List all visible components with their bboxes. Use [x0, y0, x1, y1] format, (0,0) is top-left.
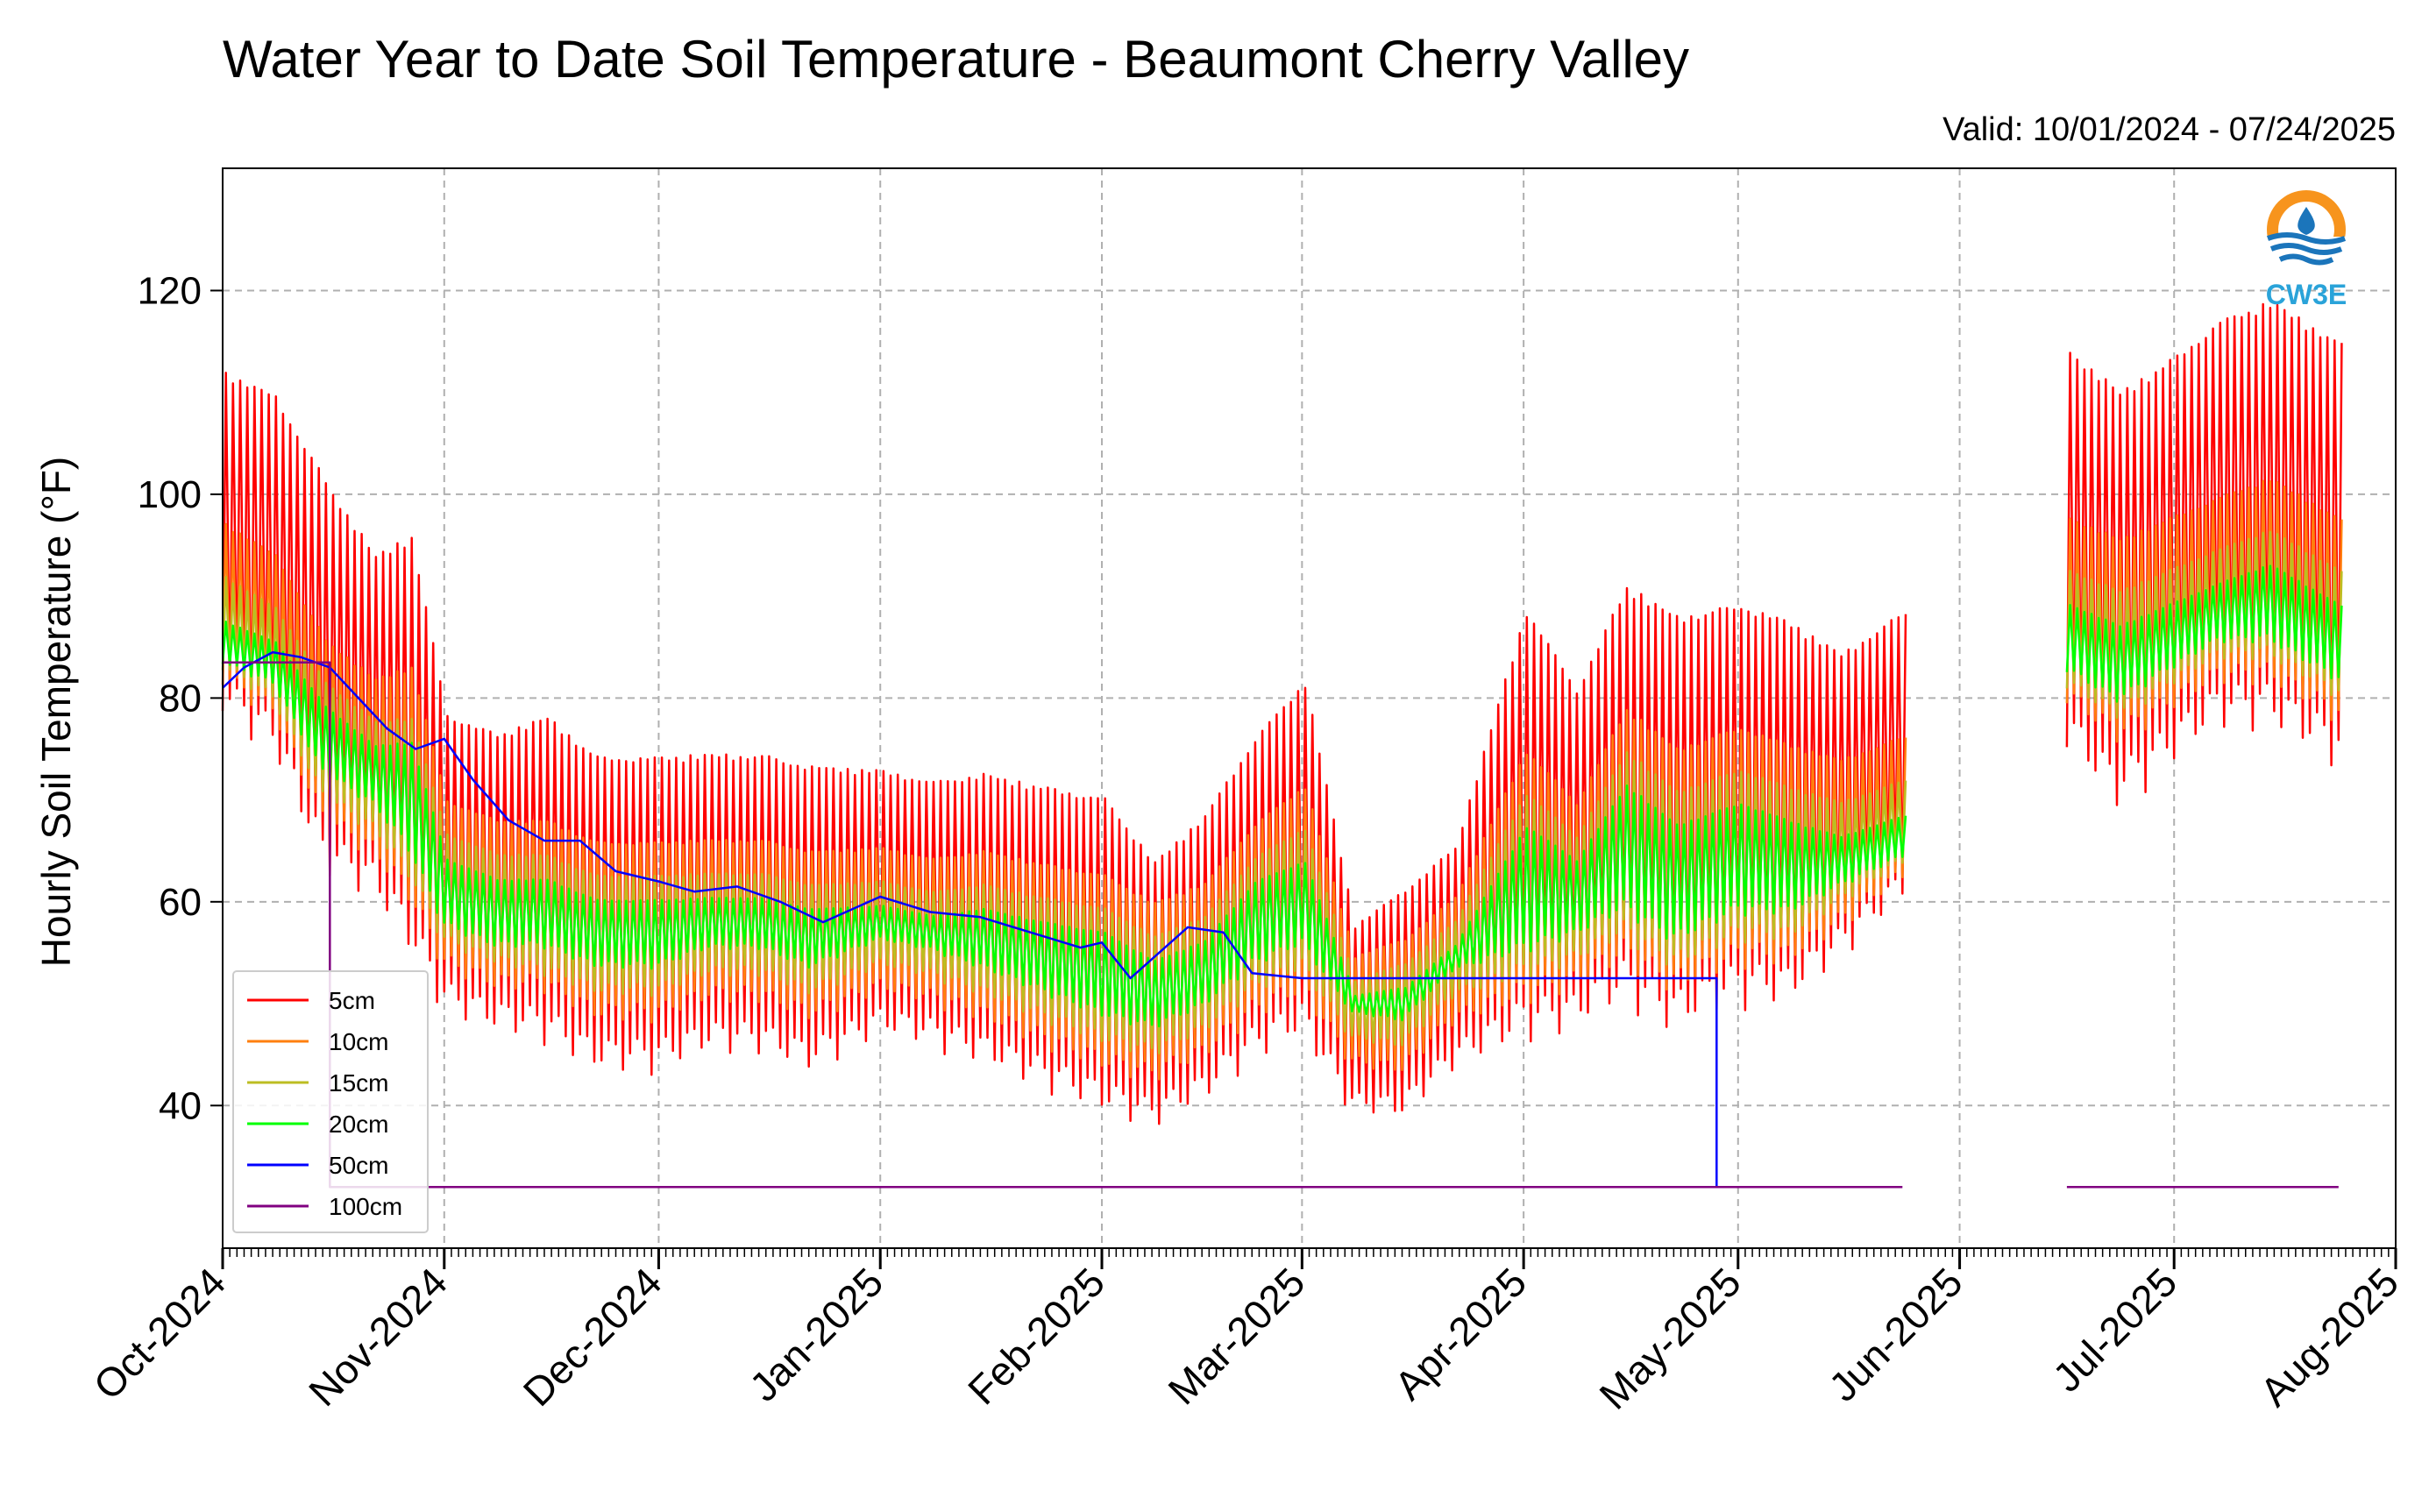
legend-box — [232, 970, 429, 1233]
series-line-100cm — [223, 661, 1903, 1189]
chart-title: Water Year to Date Soil Temperature - Be… — [223, 30, 1689, 89]
series-100cm — [223, 661, 2339, 1189]
legend-label: 100cm — [329, 1193, 402, 1220]
legend-label: 50cm — [329, 1152, 388, 1179]
cw3e-logo: CW3E — [2264, 190, 2348, 310]
legend-label: 5cm — [329, 987, 375, 1014]
y-tick-label: 120 — [138, 269, 202, 312]
x-tick-label: Jun-2025 — [1820, 1259, 1971, 1409]
logo-text: CW3E — [2266, 279, 2347, 310]
axes — [210, 167, 2397, 1269]
series-5cm — [221, 302, 2343, 1125]
x-tick-label: Jul-2025 — [2044, 1259, 2186, 1401]
y-tick-label: 80 — [159, 677, 202, 720]
plot-frame — [222, 167, 2397, 1249]
y-tick-label: 60 — [159, 881, 202, 924]
x-tick-label: Jan-2025 — [741, 1259, 891, 1409]
x-tick-label: Feb-2025 — [959, 1259, 1113, 1413]
x-tick-label: Aug-2025 — [2251, 1259, 2407, 1415]
y-tick-label: 100 — [138, 473, 202, 516]
series-line-20cm — [221, 621, 1907, 1028]
x-tick-label: May-2025 — [1590, 1259, 1749, 1417]
legend: 5cm 10cm 15cm 20cm 50cm 100cm — [232, 970, 429, 1233]
x-tick-label: Dec-2024 — [515, 1259, 671, 1415]
logo-wave-3 — [2278, 253, 2334, 266]
x-tick-label: Apr-2025 — [1386, 1259, 1536, 1409]
logo-wave-2 — [2269, 243, 2343, 255]
logo-wave-1 — [2266, 232, 2347, 245]
plot-area — [221, 302, 2343, 1189]
y-axis-label: Hourly Soil Temperature (°F) — [33, 457, 79, 968]
y-tick-label: 40 — [159, 1084, 202, 1127]
chart-subtitle: Valid: 10/01/2024 - 07/24/2025 — [1942, 111, 2396, 148]
x-tick-label: Oct-2024 — [85, 1259, 235, 1409]
series-20cm — [221, 564, 2343, 1028]
water-drop-icon — [2298, 207, 2315, 235]
x-tick-label: Nov-2024 — [300, 1259, 456, 1415]
grid-lines — [222, 168, 2397, 1248]
series-line-5cm — [221, 372, 1907, 1125]
legend-label: 10cm — [329, 1028, 388, 1055]
legend-label: 20cm — [329, 1111, 388, 1138]
series-line-50cm — [222, 650, 1718, 1188]
series-50cm — [222, 650, 1718, 1188]
x-axis-ticks: Oct-2024 Nov-2024 Dec-2024 Jan-2025 Feb-2025… — [85, 1259, 2408, 1417]
legend-label: 15cm — [329, 1069, 388, 1097]
y-axis-ticks: 40 60 80 100 120 — [138, 269, 202, 1127]
x-tick-label: Mar-2025 — [1159, 1259, 1313, 1413]
series-line-20cm — [2065, 564, 2343, 703]
